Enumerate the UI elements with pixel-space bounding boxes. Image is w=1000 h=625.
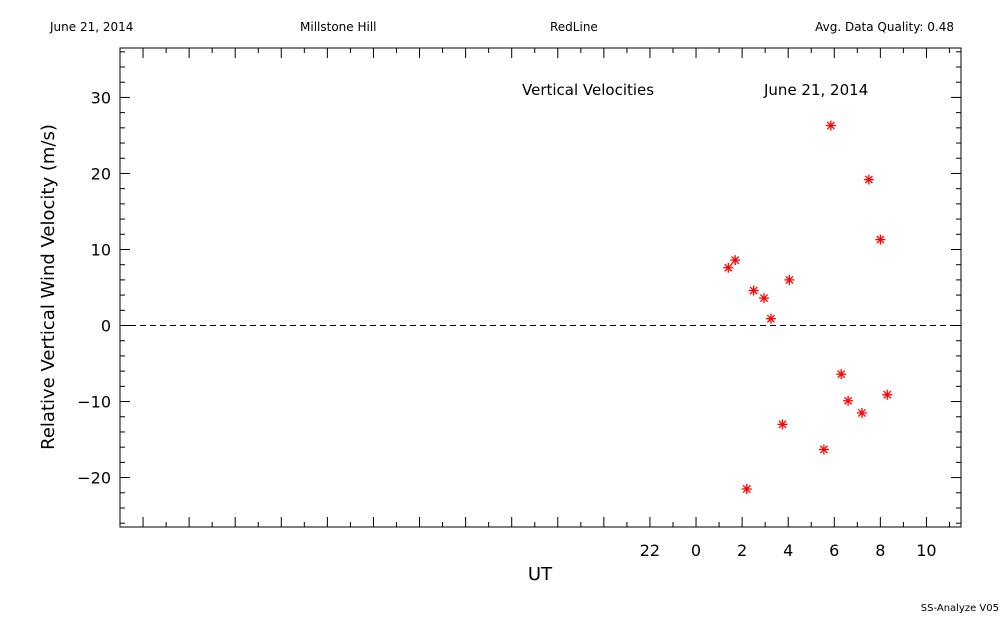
header-site: Millstone Hill	[300, 20, 376, 34]
data-point	[777, 419, 788, 430]
plot-frame	[119, 47, 962, 528]
x-tick-label: 8	[875, 541, 885, 560]
data-point	[856, 407, 867, 418]
data-point	[723, 262, 734, 273]
data-point	[863, 174, 874, 185]
x-tick-label: 0	[691, 541, 701, 560]
data-point	[758, 293, 769, 304]
data-point	[741, 483, 752, 494]
asterisk-stroke	[844, 396, 853, 405]
data-point	[825, 120, 836, 131]
data-point	[784, 274, 795, 285]
data-point	[730, 255, 741, 266]
header-instrument: RedLine	[550, 20, 598, 34]
data-point	[882, 389, 893, 400]
header-quality: Avg. Data Quality: 0.48	[815, 20, 954, 34]
asterisk-stroke	[724, 263, 733, 272]
y-axis-title: Relative Vertical Wind Velocity (m/s)	[38, 124, 59, 450]
asterisk-stroke	[742, 484, 751, 494]
asterisk-stroke	[819, 445, 828, 454]
chart-title: Vertical Velocities	[522, 81, 654, 99]
x-tick-label: 4	[783, 541, 793, 560]
y-tick-label: −20	[77, 469, 111, 488]
data-point	[748, 285, 759, 296]
asterisk-stroke	[864, 175, 873, 184]
asterisk-stroke	[759, 294, 769, 303]
tick-labels: 22 0 2 4 6 8 10 −20 −10 0 10 20 30	[77, 88, 936, 560]
data-points	[723, 120, 893, 494]
x-axis-title: UT	[528, 564, 553, 585]
y-tick-label: −10	[77, 393, 111, 412]
y-tick-label: 10	[91, 240, 111, 259]
asterisk-stroke	[826, 121, 835, 130]
data-point	[836, 369, 847, 380]
asterisk-stroke	[876, 235, 885, 244]
data-point	[843, 395, 854, 406]
asterisk-stroke	[766, 314, 775, 323]
y-tick-label: 30	[91, 88, 111, 107]
x-tick-label: 22	[640, 541, 660, 560]
asterisk-stroke	[837, 370, 846, 379]
header-date: June 21, 2014	[49, 20, 133, 34]
data-point	[875, 234, 886, 245]
asterisk-stroke	[731, 256, 740, 265]
asterisk-stroke	[778, 420, 787, 429]
asterisk-stroke	[785, 275, 794, 284]
data-point	[818, 444, 829, 455]
asterisk-stroke	[749, 286, 758, 295]
x-tick-label: 10	[916, 541, 936, 560]
asterisk-stroke	[883, 390, 892, 399]
x-tick-label: 2	[737, 541, 747, 560]
chart-date: June 21, 2014	[763, 81, 868, 99]
y-tick-label: 20	[91, 164, 111, 183]
x-tick-label: 6	[829, 541, 839, 560]
y-tick-label: 0	[101, 317, 111, 336]
asterisk-stroke	[857, 408, 866, 418]
software-label: SS-Analyze V05	[921, 603, 999, 614]
data-point	[765, 313, 776, 324]
tick-marks	[119, 48, 961, 527]
